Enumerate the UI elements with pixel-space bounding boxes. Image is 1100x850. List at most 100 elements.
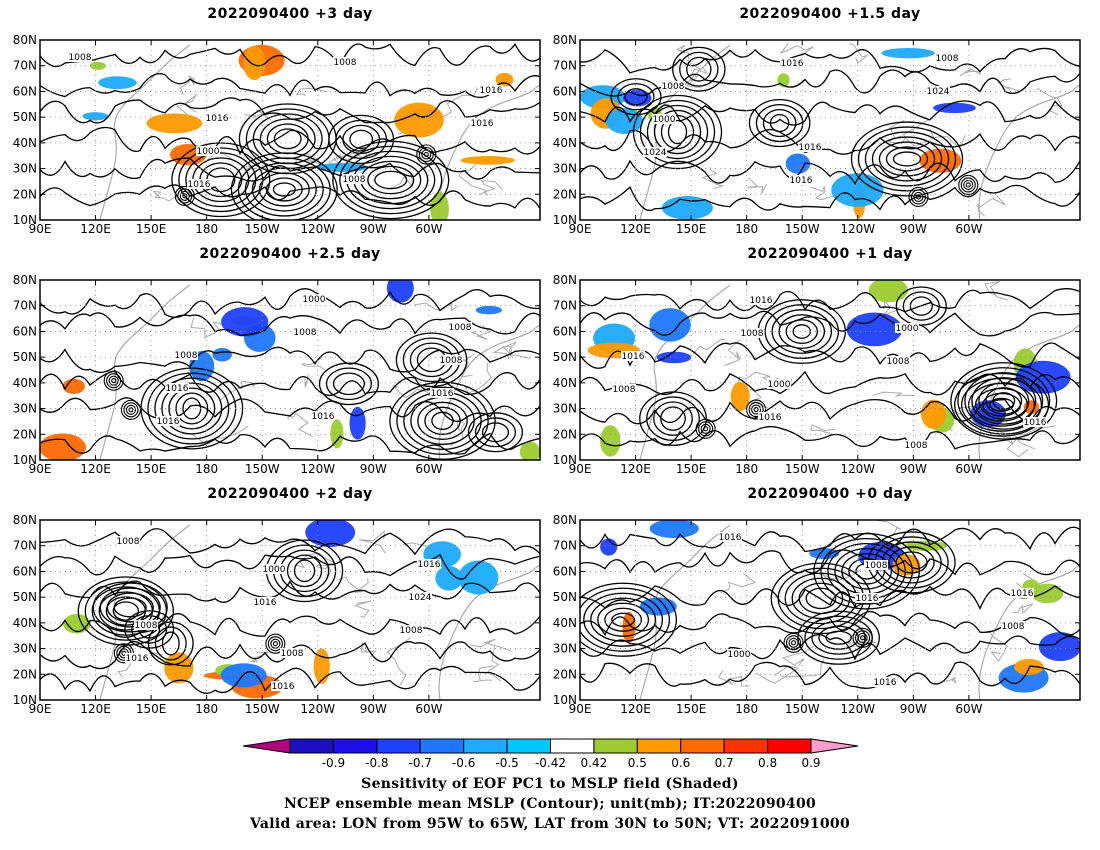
mslp-contour xyxy=(92,582,168,633)
contour-label-bg xyxy=(448,322,472,332)
panel-title: 2022090400 +2.5 day xyxy=(199,246,381,262)
colorbar-tick-label: 0.42 xyxy=(580,756,608,770)
contour-label: 1016 xyxy=(126,654,149,664)
mslp-contour xyxy=(580,184,1080,212)
mslp-contour xyxy=(580,661,1080,689)
lon-tick-label: 90W xyxy=(900,702,927,716)
coastline xyxy=(872,391,915,397)
lat-tick-label: 20N xyxy=(13,427,37,441)
colorbar-tick-label: -0.42 xyxy=(534,756,567,770)
mslp-contour xyxy=(957,367,1051,435)
coastline xyxy=(928,128,966,147)
colorbar-swatch xyxy=(332,738,378,754)
lat-tick-label: 80N xyxy=(553,273,577,287)
mslp-contour xyxy=(120,399,141,420)
mslp-contour xyxy=(908,186,929,207)
mslp-contour xyxy=(653,109,702,155)
contour-label-bg xyxy=(116,536,140,546)
contour-label-bg xyxy=(196,146,220,156)
mslp-contour xyxy=(885,146,929,172)
mslp-contour xyxy=(791,640,797,646)
mslp-contour xyxy=(40,640,540,670)
coastline xyxy=(639,44,731,220)
mslp-contour xyxy=(40,370,540,397)
contour-label-bg xyxy=(134,620,158,630)
mslp-contour xyxy=(653,401,693,436)
colorbar-tick-label: -0.6 xyxy=(451,756,476,770)
lon-tick-label: 90W xyxy=(360,462,387,476)
mslp-contour xyxy=(286,554,323,588)
coastline xyxy=(738,371,771,383)
mslp-contour xyxy=(989,397,1015,412)
coastline xyxy=(458,164,488,196)
mslp-contour xyxy=(273,128,302,150)
mslp-contour xyxy=(791,577,851,620)
mslp-contour xyxy=(40,613,540,638)
lon-tick-label: 60W xyxy=(955,462,982,476)
sensitivity-shade xyxy=(475,305,503,315)
lat-tick-label: 10N xyxy=(553,693,577,707)
lat-tick-label: 50N xyxy=(553,590,577,604)
coastline xyxy=(438,324,540,460)
mslp-contour xyxy=(590,597,657,642)
lon-tick-label: 60W xyxy=(415,702,442,716)
contour-label: 1024 xyxy=(409,593,432,603)
lon-tick-label: 120W xyxy=(840,702,875,716)
contour-label: 1008 xyxy=(741,329,764,339)
contour-label-bg xyxy=(895,323,919,333)
contour-label: 1008 xyxy=(449,323,472,333)
coastline xyxy=(780,43,814,55)
lat-tick-label: 10N xyxy=(13,693,37,707)
sensitivity-shade xyxy=(785,153,811,174)
contour-label: 1016 xyxy=(719,533,742,543)
mslp-contour xyxy=(40,346,540,373)
lat-tick-label: 30N xyxy=(553,402,577,416)
contour-label-bg xyxy=(302,294,326,304)
mslp-contour xyxy=(332,140,450,220)
mslp-contour xyxy=(467,412,524,453)
mslp-contour xyxy=(40,288,540,319)
coastline xyxy=(99,284,191,460)
lat-tick-label: 50N xyxy=(13,110,37,124)
lon-tick-label: 90W xyxy=(900,222,927,236)
colorbar-tick-label: 0.9 xyxy=(801,756,821,770)
contour-label: 1000 xyxy=(197,147,220,157)
contour-label: 1008 xyxy=(175,351,198,361)
contour-label-bg xyxy=(740,328,764,338)
mslp-contour xyxy=(679,51,719,87)
lon-tick-label: 90E xyxy=(569,222,592,236)
sensitivity-shade xyxy=(600,538,618,556)
coastline xyxy=(487,646,502,682)
mslp-contour xyxy=(178,147,264,213)
sensitivity-shade xyxy=(435,565,463,591)
mslp-contour xyxy=(950,362,1058,440)
contour-label-bg xyxy=(873,677,897,687)
coastline xyxy=(720,573,757,594)
lat-tick-label: 20N xyxy=(553,667,577,681)
sensitivity-shade xyxy=(220,663,267,688)
lat-tick-label: 10N xyxy=(13,453,37,467)
contour-label-bg xyxy=(430,388,454,398)
mslp-contour xyxy=(871,136,943,182)
contour-label: 1000 xyxy=(768,380,791,390)
lat-tick-label: 20N xyxy=(553,427,577,441)
mslp-contour xyxy=(771,309,833,354)
lat-tick-label: 60N xyxy=(13,324,37,338)
lat-tick-label: 50N xyxy=(13,590,37,604)
contour-label-bg xyxy=(479,85,503,95)
contour-label-bg xyxy=(342,174,366,184)
contour-label: 1024 xyxy=(927,87,950,97)
coastline xyxy=(1036,87,1063,116)
mslp-contour xyxy=(40,42,540,68)
panel-title: 2022090400 +0 day xyxy=(747,486,913,502)
mslp-contour xyxy=(965,182,971,188)
mslp-contour xyxy=(960,177,976,193)
lon-tick-label: 150E xyxy=(676,222,707,236)
mslp-contour xyxy=(611,612,636,627)
mslp-contour xyxy=(580,425,1080,450)
lon-tick-label: 150W xyxy=(245,222,280,236)
coastline xyxy=(718,670,750,687)
mslp-contour xyxy=(318,362,380,406)
colorbar-swatch xyxy=(636,738,682,754)
mslp-contour xyxy=(111,378,117,384)
